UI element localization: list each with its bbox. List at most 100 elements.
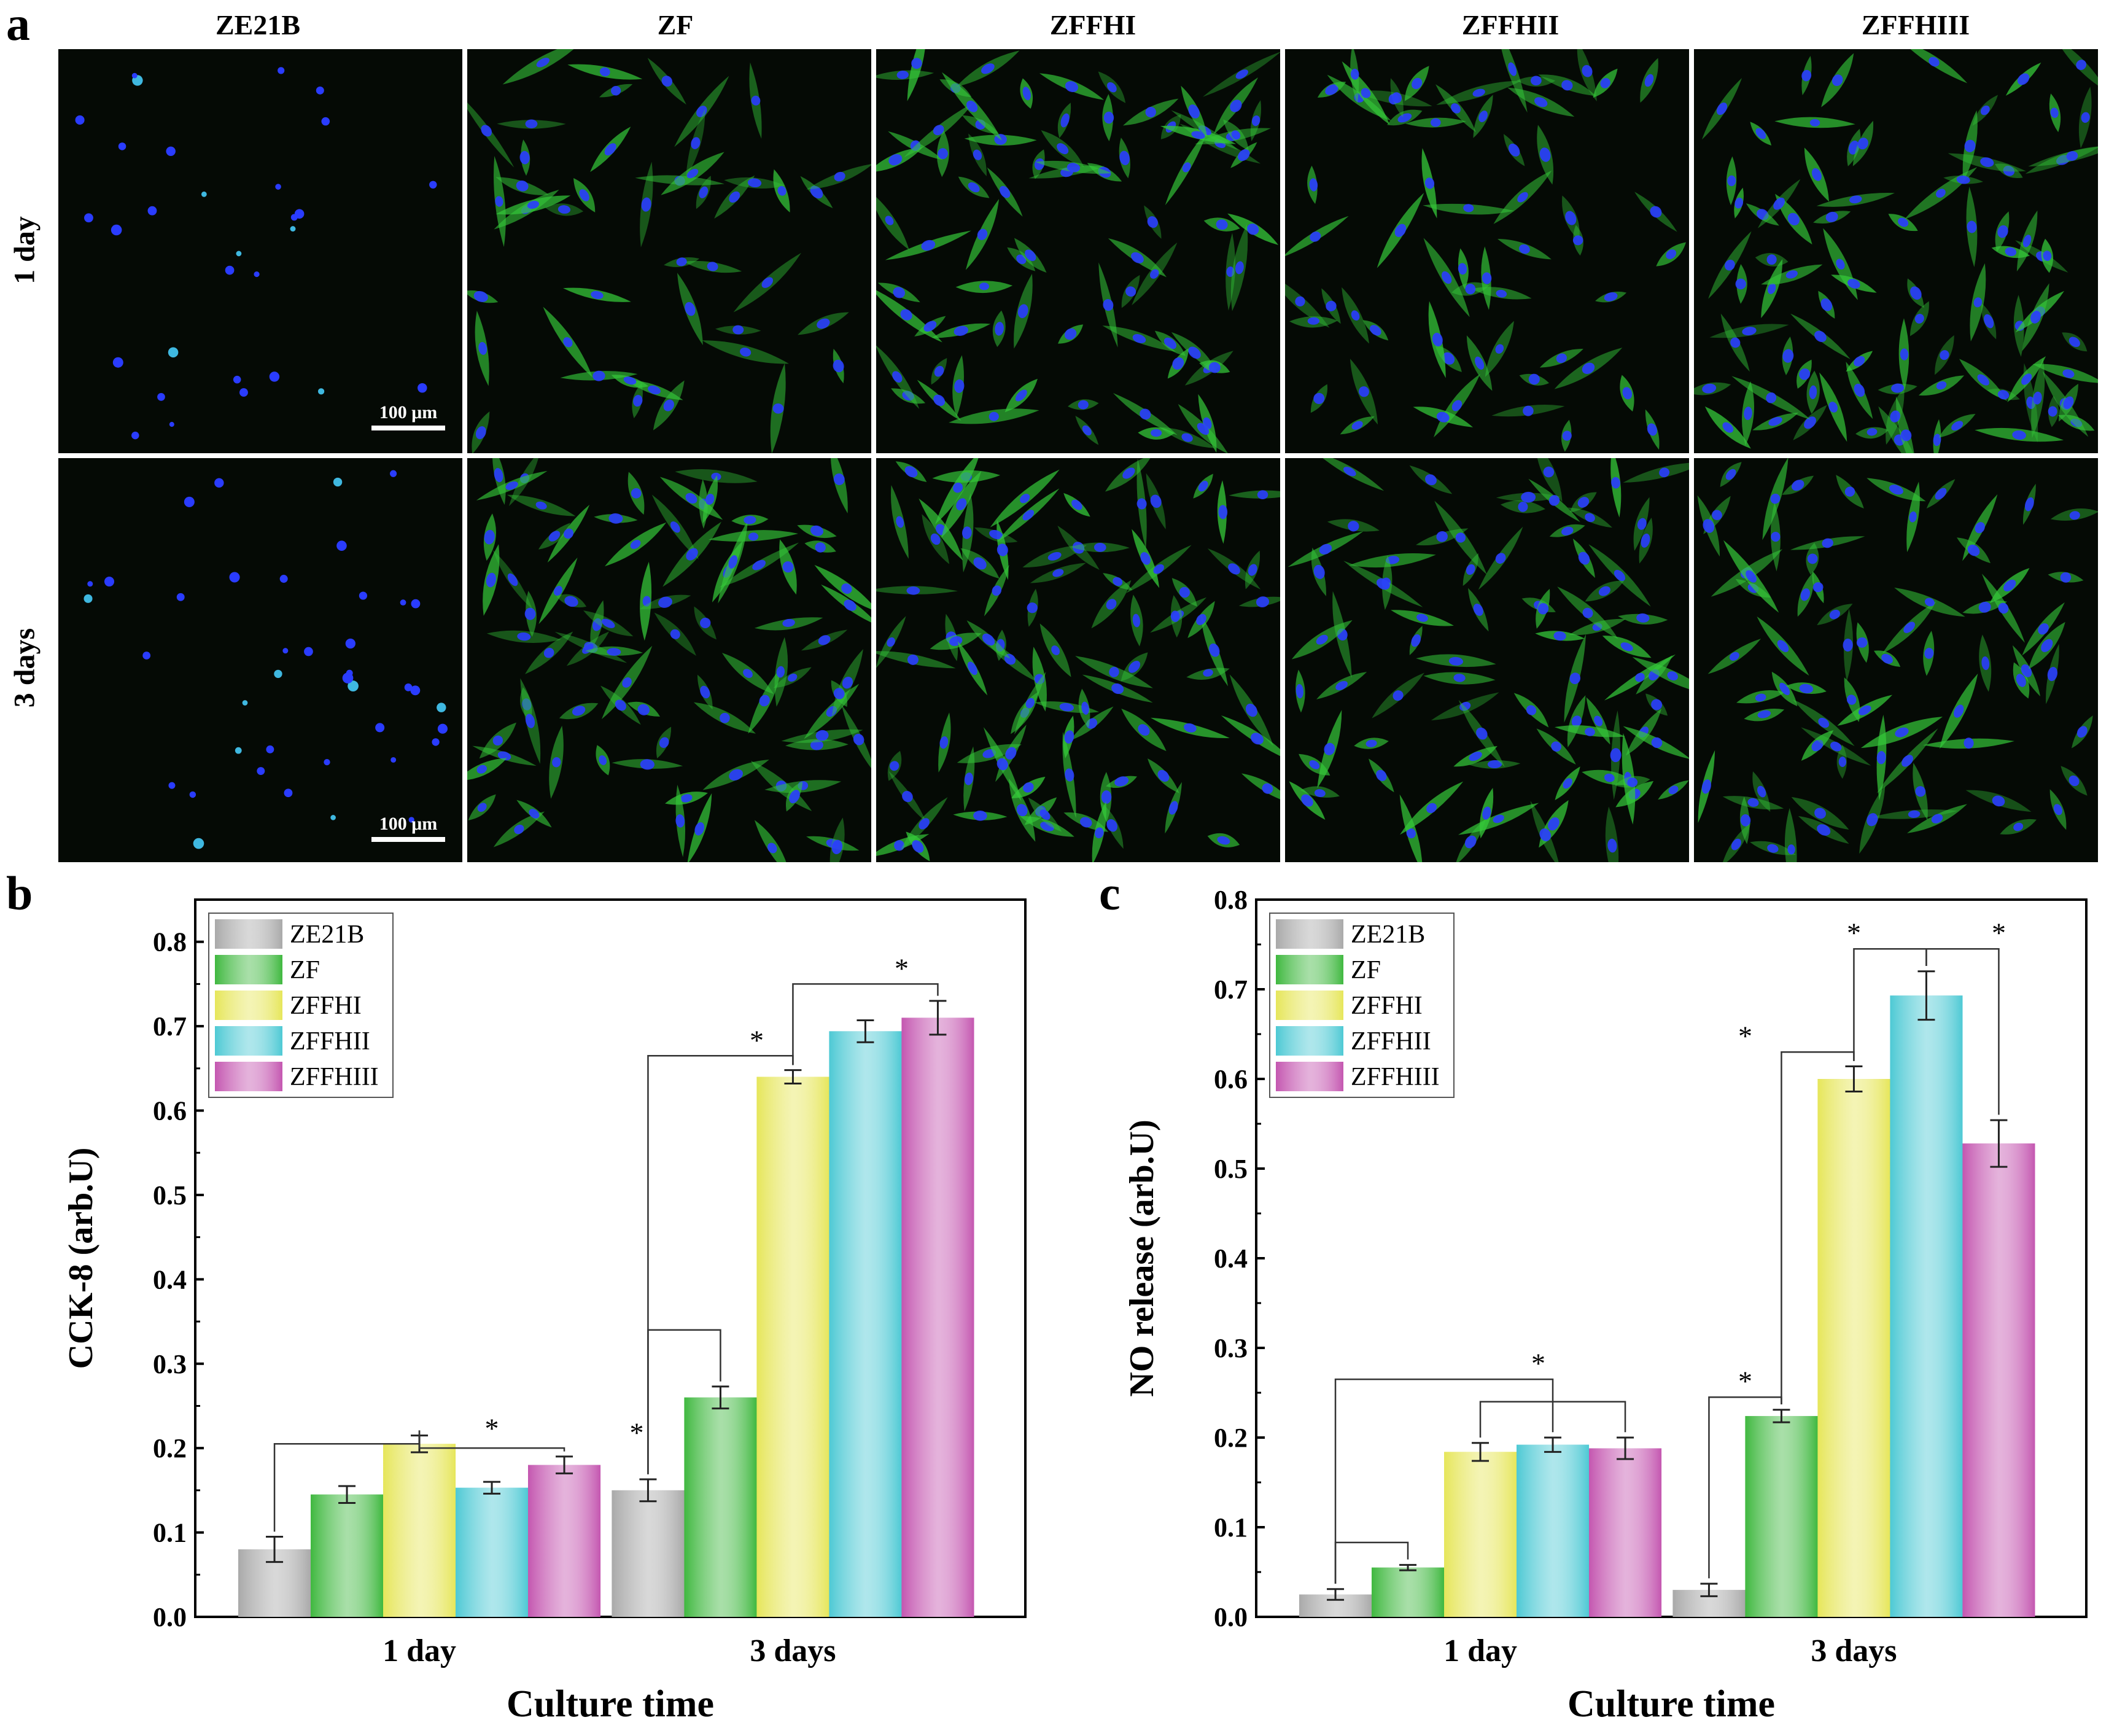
legend-label: ZF — [1351, 956, 1381, 984]
chart-cck8: 0.0 0.1 0.2 0.3 0.4 0.5 0.6 0.7 0.8 CCK-8 (arb.U)… — [62, 898, 1027, 1725]
column-label-zffhiii: ZFFHIII — [1861, 9, 1970, 41]
y-tick-label: 0.3 — [153, 1349, 187, 1379]
legend-label: ZF — [290, 956, 320, 984]
legend-label: ZFFHII — [290, 1027, 370, 1056]
bar-shade — [1890, 995, 1963, 1617]
significance-bracket — [1479, 1401, 1626, 1438]
scale-bar-row-2: 100 μm — [371, 814, 445, 842]
significance-star: * — [1738, 1366, 1752, 1397]
bar-shade — [901, 1018, 974, 1617]
y-tick-label: 0.2 — [153, 1433, 187, 1463]
y-tick-label: 0.8 — [153, 927, 187, 957]
bar-shade — [1962, 1143, 2035, 1617]
x-tick-label: 3 days — [750, 1633, 836, 1668]
legend-label: ZE21B — [290, 921, 364, 949]
y-tick-label: 0.7 — [153, 1011, 187, 1041]
y-tick-label: 0.3 — [1214, 1333, 1248, 1363]
panel-b-letter: b — [6, 866, 33, 920]
legend-label: ZFFHIII — [290, 1063, 379, 1091]
bar-shade — [684, 1397, 757, 1617]
legend-label: ZFFHIII — [1351, 1063, 1440, 1091]
y-tick-label: 0.5 — [153, 1180, 187, 1210]
bar-shade — [1372, 1567, 1445, 1617]
significance-bracket — [1334, 1378, 1554, 1584]
legend-swatch-shade — [1276, 991, 1343, 1020]
bar-shade — [612, 1490, 685, 1617]
significance-star: * — [1992, 917, 2006, 949]
bar-shade — [1817, 1079, 1890, 1617]
column-label-zffhi: ZFFHI — [1049, 9, 1136, 41]
legend-swatch-shade — [1276, 1026, 1343, 1056]
column-label-zf: ZF — [657, 9, 694, 41]
micrograph-ze21b-1-day — [58, 49, 462, 453]
scale-bar-label: 100 μm — [379, 814, 438, 834]
legend-swatch-shade — [215, 1026, 282, 1056]
scale-bar-label: 100 μm — [379, 402, 438, 422]
panel-c-letter: c — [1099, 866, 1121, 920]
y-tick-label: 0.0 — [153, 1602, 187, 1632]
plot-frame — [194, 898, 1027, 1618]
significance-star: * — [895, 953, 909, 984]
y-tick-label: 0.4 — [1214, 1244, 1248, 1274]
bar-shade — [528, 1465, 601, 1617]
significance-star: * — [750, 1024, 764, 1056]
micrograph-zf-3-days — [467, 458, 871, 862]
y-tick-label: 0.1 — [1214, 1512, 1248, 1543]
y-tick-label: 0.5 — [1214, 1154, 1248, 1184]
x-tick-label: 1 day — [383, 1633, 456, 1668]
x-tick-label: 1 day — [1443, 1633, 1517, 1668]
legend-swatch-shade — [215, 1062, 282, 1091]
micrograph-zf-1-day — [467, 49, 871, 453]
bar-shade — [756, 1076, 829, 1617]
significance-star: * — [1738, 1021, 1752, 1052]
column-label-ze21b: ZE21B — [215, 9, 301, 41]
y-tick-label: 0.2 — [1214, 1423, 1248, 1453]
micrograph-zffhii-3-days — [1285, 458, 1689, 862]
micrograph-ze21b-3-days — [58, 458, 462, 862]
row-label-1-day: 1 day — [8, 216, 41, 284]
legend-label: ZFFHI — [290, 992, 362, 1020]
y-tick-label: 0.6 — [1214, 1064, 1248, 1094]
column-label-zffhii: ZFFHII — [1461, 9, 1560, 41]
micrograph-zffhi-1-day — [876, 49, 1280, 453]
y-tick-label: 0.4 — [153, 1264, 187, 1294]
y-tick-label: 0.1 — [153, 1518, 187, 1548]
x-axis-label: Culture time — [507, 1683, 714, 1725]
legend-label: ZFFHI — [1351, 992, 1423, 1020]
scale-bar-line — [371, 426, 445, 430]
panel-a-letter: a — [6, 0, 30, 50]
y-axis-label: CCK-8 (arb.U) — [62, 1148, 100, 1369]
chart-no-release: 0.0 0.1 0.2 0.3 0.4 0.5 0.6 0.7 0.8 NO release (a… — [1123, 885, 2088, 1725]
significance-bracket — [792, 983, 939, 1065]
legend-swatch-shade — [1276, 919, 1343, 949]
micrograph-zffhii-1-day — [1285, 49, 1689, 453]
significance-star: * — [1531, 1348, 1545, 1379]
legend-label: ZE21B — [1351, 921, 1425, 949]
legend-swatch-shade — [1276, 955, 1343, 984]
significance-star: * — [485, 1413, 499, 1444]
significance-bracket — [418, 1430, 565, 1452]
scale-bar-line — [371, 837, 445, 842]
y-tick-label: 0.6 — [153, 1096, 187, 1126]
bar-shade — [1745, 1415, 1818, 1617]
x-tick-label: 3 days — [1811, 1633, 1897, 1668]
bar-shade — [829, 1031, 902, 1617]
legend-swatch-shade — [1276, 1062, 1343, 1091]
scale-bar-row-1: 100 μm — [371, 402, 445, 430]
significance-star: * — [1847, 917, 1861, 949]
bar-shade — [1589, 1448, 1662, 1617]
bar-shade — [1444, 1452, 1517, 1617]
legend-swatch-shade — [215, 919, 282, 949]
x-axis-label: Culture time — [1567, 1683, 1775, 1725]
micrograph-zffhiii-3-days — [1694, 458, 2098, 862]
y-axis-label: NO release (arb.U) — [1123, 1119, 1161, 1397]
bar-shade — [1517, 1444, 1590, 1617]
significance-bracket — [1925, 948, 2000, 1115]
bar-shade — [456, 1487, 529, 1617]
bar-shade — [311, 1494, 384, 1617]
row-label-3-days: 3 days — [8, 628, 41, 708]
y-tick-label: 0.0 — [1214, 1602, 1248, 1632]
y-tick-label: 0.8 — [1214, 885, 1248, 915]
significance-star: * — [630, 1417, 644, 1448]
legend-swatch-shade — [215, 991, 282, 1020]
